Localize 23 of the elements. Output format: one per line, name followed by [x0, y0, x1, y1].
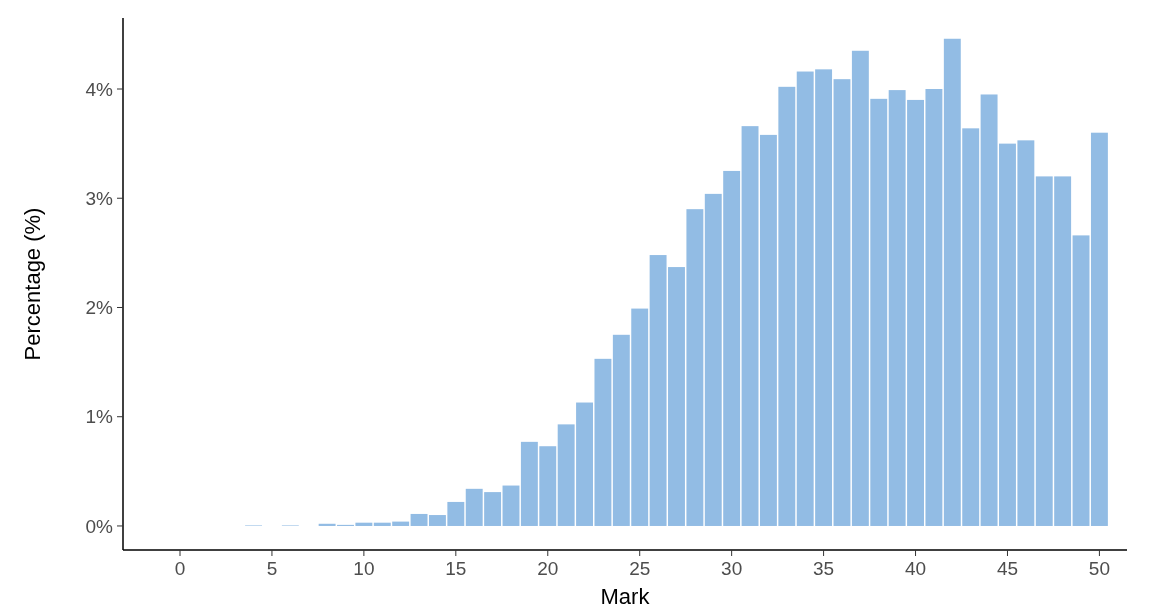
bar — [1090, 132, 1108, 526]
y-tick-label: 1% — [85, 406, 114, 428]
x-tick-label: 15 — [445, 558, 467, 579]
x-tick-label: 0 — [174, 558, 186, 579]
y-tick-label: 0% — [85, 515, 114, 537]
y-tick-label: 2% — [85, 297, 114, 319]
x-tick-label: 45 — [996, 558, 1019, 579]
bar — [1072, 235, 1090, 526]
x-tick-label: 50 — [1088, 558, 1110, 579]
x-tick-label: 30 — [721, 558, 743, 579]
x-tick-label: 40 — [904, 558, 927, 579]
x-axis-title: Mark — [600, 584, 651, 609]
y-axis-title: Percentage (%) — [20, 207, 45, 361]
x-tick-label: 5 — [266, 558, 278, 579]
x-tick-label: 20 — [537, 558, 559, 579]
y-tick-label: 4% — [85, 78, 114, 100]
y-tick-label: 3% — [85, 187, 114, 209]
x-tick-label: 35 — [813, 558, 835, 579]
bar — [741, 126, 759, 526]
x-tick-label: 25 — [629, 558, 651, 579]
bar — [833, 79, 851, 526]
bar — [502, 485, 520, 526]
x-tick-label: 10 — [353, 558, 375, 579]
